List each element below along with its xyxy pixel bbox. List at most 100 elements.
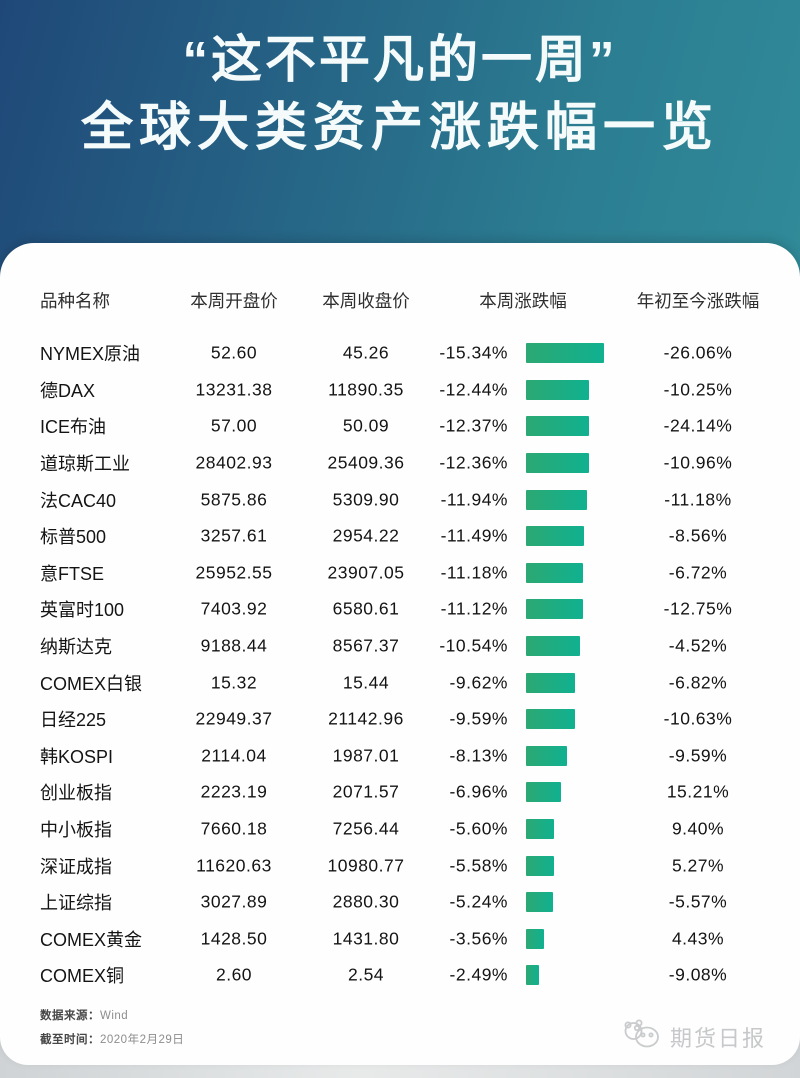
week-change-bar <box>526 928 545 949</box>
table-row: COMEX黄金 1428.50 1431.80 -3.56% 4.43% <box>0 921 800 958</box>
table-row: 意FTSE 25952.55 23907.05 -11.18% -6.72% <box>0 555 800 592</box>
week-change: -10.54% <box>439 635 508 656</box>
ytd-change: -24.14% <box>663 415 733 436</box>
open-price: 57.00 <box>210 415 258 436</box>
close-price: 10980.77 <box>327 855 405 876</box>
ytd-change: -4.52% <box>668 635 728 656</box>
ytd-change: -26.06% <box>663 342 733 363</box>
week-change-bar <box>526 855 555 876</box>
table-row: 韩KOSPI 2114.04 1987.01 -8.13% -9.59% <box>0 738 800 775</box>
week-change-bar <box>526 343 604 364</box>
asset-name: 标普500 <box>40 527 107 548</box>
week-change-bar <box>526 562 583 583</box>
week-change-bar <box>526 709 575 730</box>
brand-name: 期货日报 <box>669 1025 766 1051</box>
brand-logo: 期货日报 <box>620 1017 766 1056</box>
week-change-bar <box>526 416 589 437</box>
week-change-bar <box>526 782 562 803</box>
open-price: 11620.63 <box>196 855 272 876</box>
open-price: 2.60 <box>215 964 253 985</box>
week-change-bar <box>526 892 553 913</box>
ytd-change: -5.57% <box>668 891 728 912</box>
asset-name: NYMEX原油 <box>40 344 141 365</box>
week-change-bar <box>526 526 585 547</box>
week-change: -5.24% <box>449 891 508 912</box>
data-source-value: Wind <box>100 1010 129 1022</box>
open-price: 5875.86 <box>200 489 268 510</box>
close-price: 7256.44 <box>332 818 400 839</box>
asset-name: 上证综指 <box>40 893 112 914</box>
close-price: 2880.30 <box>332 891 400 912</box>
week-change: -3.56% <box>449 928 508 949</box>
open-price: 7403.92 <box>200 598 268 619</box>
as-of-date-label: 截至时间： <box>40 1034 100 1046</box>
poster-title-line1: “这不平凡的一周” <box>182 31 618 88</box>
week-change-bar <box>526 599 583 620</box>
ytd-change: -10.25% <box>663 379 733 400</box>
open-price: 25952.55 <box>195 562 273 583</box>
ytd-change: 5.27% <box>671 855 725 876</box>
table-rows: NYMEX原油 52.60 45.26 -15.34% -26.06% 德DAX 13231… <box>0 335 800 994</box>
table-row: 中小板指 7660.18 7256.44 -5.60% 9.40% <box>0 811 800 848</box>
close-price: 8567.37 <box>332 635 400 656</box>
close-price: 5309.90 <box>332 489 400 510</box>
ytd-change: 15.21% <box>666 781 730 802</box>
table-row: ICE布油 57.00 50.09 -12.37% -24.14% <box>0 408 800 445</box>
week-change: -9.62% <box>449 672 508 693</box>
asset-name: 英富时100 <box>40 600 125 621</box>
week-change-bar <box>526 965 539 986</box>
week-change-bar <box>526 745 568 766</box>
week-change: -2.49% <box>449 964 508 985</box>
ytd-change: 9.40% <box>671 818 725 839</box>
ytd-change: -10.96% <box>663 452 733 473</box>
table-row: 英富时100 7403.92 6580.61 -11.12% -12.75% <box>0 591 800 628</box>
close-price: 1431.80 <box>332 928 400 949</box>
column-header-close: 本周收盘价 <box>322 291 410 311</box>
asset-name: 创业板指 <box>40 783 112 804</box>
close-price: 50.09 <box>342 415 390 436</box>
asset-name: 韩KOSPI <box>40 746 114 767</box>
column-header-asset: 品种名称 <box>40 291 110 311</box>
open-price: 2223.19 <box>200 781 268 802</box>
open-price: 3257.61 <box>200 525 268 546</box>
panda-faces-icon <box>620 1017 664 1056</box>
table-row: 道琼斯工业 28402.93 25409.36 -12.36% -10.96% <box>0 445 800 482</box>
open-price: 52.60 <box>210 342 258 363</box>
ytd-change: -12.75% <box>663 598 733 619</box>
week-change: -6.96% <box>449 781 508 802</box>
data-source-label: 数据来源： <box>40 1010 100 1022</box>
table-row: COMEX铜 2.60 2.54 -2.49% -9.08% <box>0 957 800 994</box>
close-price: 45.26 <box>342 342 390 363</box>
ytd-change: 4.43% <box>671 928 725 949</box>
close-price: 15.44 <box>342 672 390 693</box>
asset-name: 深证成指 <box>40 856 112 877</box>
ytd-change: -8.56% <box>668 525 728 546</box>
table-row: 标普500 3257.61 2954.22 -11.49% -8.56% <box>0 518 800 555</box>
table-row: 上证综指 3027.89 2880.30 -5.24% -5.57% <box>0 884 800 921</box>
close-price: 25409.36 <box>327 452 405 473</box>
week-change: -9.59% <box>449 708 508 729</box>
ytd-change: -9.08% <box>668 964 728 985</box>
column-header-open: 本周开盘价 <box>190 291 278 311</box>
week-change-bar <box>526 379 590 400</box>
asset-name: 中小板指 <box>40 820 112 841</box>
asset-name: 日经225 <box>40 710 107 731</box>
asset-name: 意FTSE <box>40 563 105 584</box>
table-header-row: 品种名称 本周开盘价 本周收盘价 本周涨跌幅 年初至今涨跌幅 <box>0 289 800 313</box>
week-change-bar <box>526 819 555 840</box>
week-change: -8.13% <box>449 745 508 766</box>
data-source-line: 数据来源：Wind <box>40 1007 128 1023</box>
table-row: 纳斯达克 9188.44 8567.37 -10.54% -4.52% <box>0 628 800 665</box>
week-change: -12.36% <box>439 452 508 473</box>
week-change: -11.94% <box>440 489 508 510</box>
asset-name: COMEX黄金 <box>40 929 143 950</box>
week-change: -11.18% <box>440 562 508 583</box>
poster-header: “这不平凡的一周” 全球大类资产涨跌幅一览 <box>0 0 800 243</box>
close-price: 2954.22 <box>332 525 400 546</box>
close-price: 2071.57 <box>332 781 400 802</box>
week-change: -12.37% <box>439 415 508 436</box>
week-change: -11.49% <box>440 525 508 546</box>
close-price: 1987.01 <box>332 745 400 766</box>
column-header-week: 本周涨跌幅 <box>479 291 567 311</box>
ytd-change: -9.59% <box>668 745 728 766</box>
